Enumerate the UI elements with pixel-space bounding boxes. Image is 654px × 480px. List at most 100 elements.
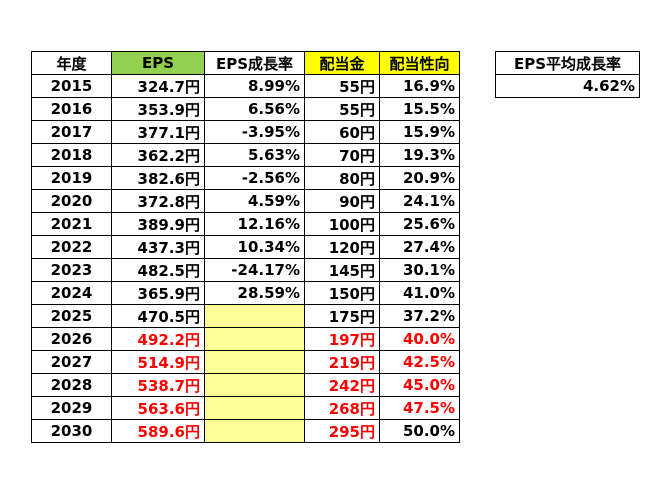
cell-eps-growth: 4.59% xyxy=(204,189,305,213)
cell-year: 2021 xyxy=(31,212,112,236)
cell-payout-ratio: 24.1% xyxy=(379,189,460,213)
cell-year: 2026 xyxy=(31,327,112,351)
cell-dividend: 90円 xyxy=(304,189,380,213)
cell-year: 2030 xyxy=(31,419,112,443)
cell-eps: 514.9円 xyxy=(111,350,205,374)
table-row: 2018 362.2円 5.63% 70円 19.3% xyxy=(31,143,460,167)
cell-eps: 365.9円 xyxy=(111,281,205,305)
cell-eps-growth: 8.99% xyxy=(204,74,305,98)
cell-eps-growth xyxy=(204,304,305,328)
cell-eps-growth: 28.59% xyxy=(204,281,305,305)
cell-payout-ratio: 19.3% xyxy=(379,143,460,167)
cell-year: 2025 xyxy=(31,304,112,328)
cell-eps: 589.6円 xyxy=(111,419,205,443)
cell-dividend: 219円 xyxy=(304,350,380,374)
header-eps-growth: EPS成長率 xyxy=(204,51,305,75)
cell-eps-growth: -2.56% xyxy=(204,166,305,190)
cell-eps-growth: 12.16% xyxy=(204,212,305,236)
cell-year: 2017 xyxy=(31,120,112,144)
cell-eps-growth xyxy=(204,327,305,351)
cell-eps: 324.7円 xyxy=(111,74,205,98)
cell-eps-growth: -24.17% xyxy=(204,258,305,282)
table-row: 2022 437.3円 10.34% 120円 27.4% xyxy=(31,235,460,259)
table-row: 2023 482.5円 -24.17% 145円 30.1% xyxy=(31,258,460,282)
cell-eps: 372.8円 xyxy=(111,189,205,213)
cell-eps: 382.6円 xyxy=(111,166,205,190)
cell-payout-ratio: 37.2% xyxy=(379,304,460,328)
cell-payout-ratio: 50.0% xyxy=(379,419,460,443)
header-row: 年度 EPS EPS成長率 配当金 配当性向 xyxy=(31,51,460,75)
cell-dividend: 80円 xyxy=(304,166,380,190)
cell-payout-ratio: 27.4% xyxy=(379,235,460,259)
cell-eps-growth xyxy=(204,350,305,374)
cell-eps-growth xyxy=(204,373,305,397)
cell-payout-ratio: 47.5% xyxy=(379,396,460,420)
cell-payout-ratio: 15.5% xyxy=(379,97,460,121)
cell-dividend: 150円 xyxy=(304,281,380,305)
eps-average-growth-value: 4.62% xyxy=(495,74,640,98)
table-row: 2020 372.8円 4.59% 90円 24.1% xyxy=(31,189,460,213)
cell-year: 2016 xyxy=(31,97,112,121)
table-row: 2029 563.6円 268円 47.5% xyxy=(31,396,460,420)
table-row: 2030 589.6円 295円 50.0% xyxy=(31,419,460,443)
cell-year: 2029 xyxy=(31,396,112,420)
table-row: 2016 353.9円 6.56% 55円 15.5% xyxy=(31,97,460,121)
cell-year: 2024 xyxy=(31,281,112,305)
cell-payout-ratio: 45.0% xyxy=(379,373,460,397)
cell-year: 2028 xyxy=(31,373,112,397)
cell-dividend: 60円 xyxy=(304,120,380,144)
cell-payout-ratio: 30.1% xyxy=(379,258,460,282)
table-row: 2027 514.9円 219円 42.5% xyxy=(31,350,460,374)
cell-eps: 563.6円 xyxy=(111,396,205,420)
cell-year: 2020 xyxy=(31,189,112,213)
cell-dividend: 197円 xyxy=(304,327,380,351)
cell-payout-ratio: 20.9% xyxy=(379,166,460,190)
header-dividend: 配当金 xyxy=(304,51,380,75)
cell-dividend: 145円 xyxy=(304,258,380,282)
cell-eps: 377.1円 xyxy=(111,120,205,144)
cell-payout-ratio: 15.9% xyxy=(379,120,460,144)
cell-year: 2019 xyxy=(31,166,112,190)
cell-eps: 362.2円 xyxy=(111,143,205,167)
cell-dividend: 295円 xyxy=(304,419,380,443)
cell-payout-ratio: 25.6% xyxy=(379,212,460,236)
cell-eps-growth: 6.56% xyxy=(204,97,305,121)
table-row: 2021 389.9円 12.16% 100円 25.6% xyxy=(31,212,460,236)
cell-eps: 492.2円 xyxy=(111,327,205,351)
cell-year: 2018 xyxy=(31,143,112,167)
cell-dividend: 70円 xyxy=(304,143,380,167)
cell-year: 2022 xyxy=(31,235,112,259)
table-row: 2028 538.7円 242円 45.0% xyxy=(31,373,460,397)
cell-eps-growth xyxy=(204,419,305,443)
header-payout-ratio: 配当性向 xyxy=(379,51,460,75)
cell-payout-ratio: 42.5% xyxy=(379,350,460,374)
header-eps-average-growth: EPS平均成長率 xyxy=(495,51,640,75)
cell-payout-ratio: 40.0% xyxy=(379,327,460,351)
cell-eps: 538.7円 xyxy=(111,373,205,397)
cell-eps-growth: -3.95% xyxy=(204,120,305,144)
table-row: 2024 365.9円 28.59% 150円 41.0% xyxy=(31,281,460,305)
table-row: 2017 377.1円 -3.95% 60円 15.9% xyxy=(31,120,460,144)
eps-average-growth-table: EPS平均成長率 4.62% xyxy=(495,51,640,98)
header-year: 年度 xyxy=(31,51,112,75)
eps-dividend-table: 年度 EPS EPS成長率 配当金 配当性向 2015 324.7円 8.99% 55… xyxy=(31,51,460,443)
cell-eps-growth xyxy=(204,396,305,420)
cell-eps-growth: 5.63% xyxy=(204,143,305,167)
cell-dividend: 55円 xyxy=(304,74,380,98)
cell-eps: 437.3円 xyxy=(111,235,205,259)
cell-payout-ratio: 16.9% xyxy=(379,74,460,98)
cell-year: 2015 xyxy=(31,74,112,98)
header-eps: EPS xyxy=(111,51,205,75)
cell-eps: 470.5円 xyxy=(111,304,205,328)
cell-dividend: 120円 xyxy=(304,235,380,259)
cell-year: 2023 xyxy=(31,258,112,282)
table-row: 2015 324.7円 8.99% 55円 16.9% xyxy=(31,74,460,98)
cell-dividend: 268円 xyxy=(304,396,380,420)
cell-dividend: 242円 xyxy=(304,373,380,397)
cell-dividend: 175円 xyxy=(304,304,380,328)
cell-eps: 389.9円 xyxy=(111,212,205,236)
cell-payout-ratio: 41.0% xyxy=(379,281,460,305)
cell-dividend: 100円 xyxy=(304,212,380,236)
cell-dividend: 55円 xyxy=(304,97,380,121)
cell-eps: 353.9円 xyxy=(111,97,205,121)
